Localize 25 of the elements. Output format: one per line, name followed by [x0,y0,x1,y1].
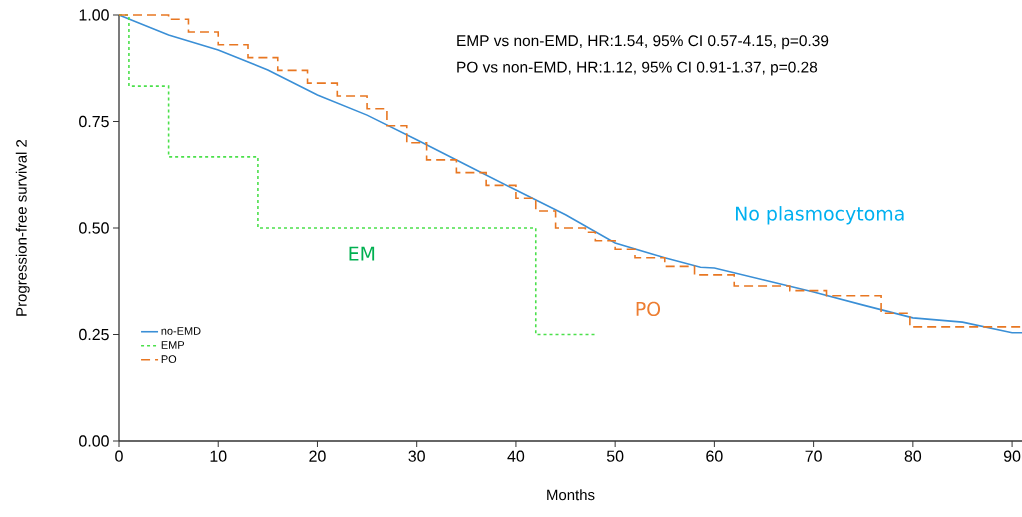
annotation: EMP vs non-EMD, HR:1.54, 95% CI 0.57-4.15, p=0.39 [457,35,829,50]
y-tick-label: 0.00 [79,435,109,447]
x-tick-label: 30 [408,450,425,462]
annotation: EM [349,246,375,261]
x-tick-label: 40 [507,450,525,462]
legend-label: PO [161,355,177,364]
annotation: PO [636,301,661,317]
x-tick-label: 0 [115,450,123,462]
y-tick-label: 0.25 [79,328,109,341]
x-axis-title: Months [547,489,595,501]
x-tick-label: 50 [606,450,624,462]
y-tick-label: 0.50 [79,222,109,234]
annotation: PO vs non-EMD, HR:1.12, 95% CI 0.91-1.37, p=0.28 [457,61,818,76]
x-tick-label: 70 [805,450,822,462]
x-tick-label: 90 [1003,450,1021,462]
legend-label: EMP [161,341,185,349]
x-tick-label: 80 [904,450,922,462]
y-axis-title: Progression-free survival 2 [15,139,30,316]
annotation: No plasmocytoma [736,206,904,225]
x-tick-label: 20 [309,450,326,462]
y-tick-label: 0.75 [79,115,109,128]
y-tick-label: 1.00 [79,9,109,21]
x-tick-label: 10 [210,450,227,462]
x-tick-label: 60 [706,450,723,462]
legend-label: no-EMD [161,327,201,335]
